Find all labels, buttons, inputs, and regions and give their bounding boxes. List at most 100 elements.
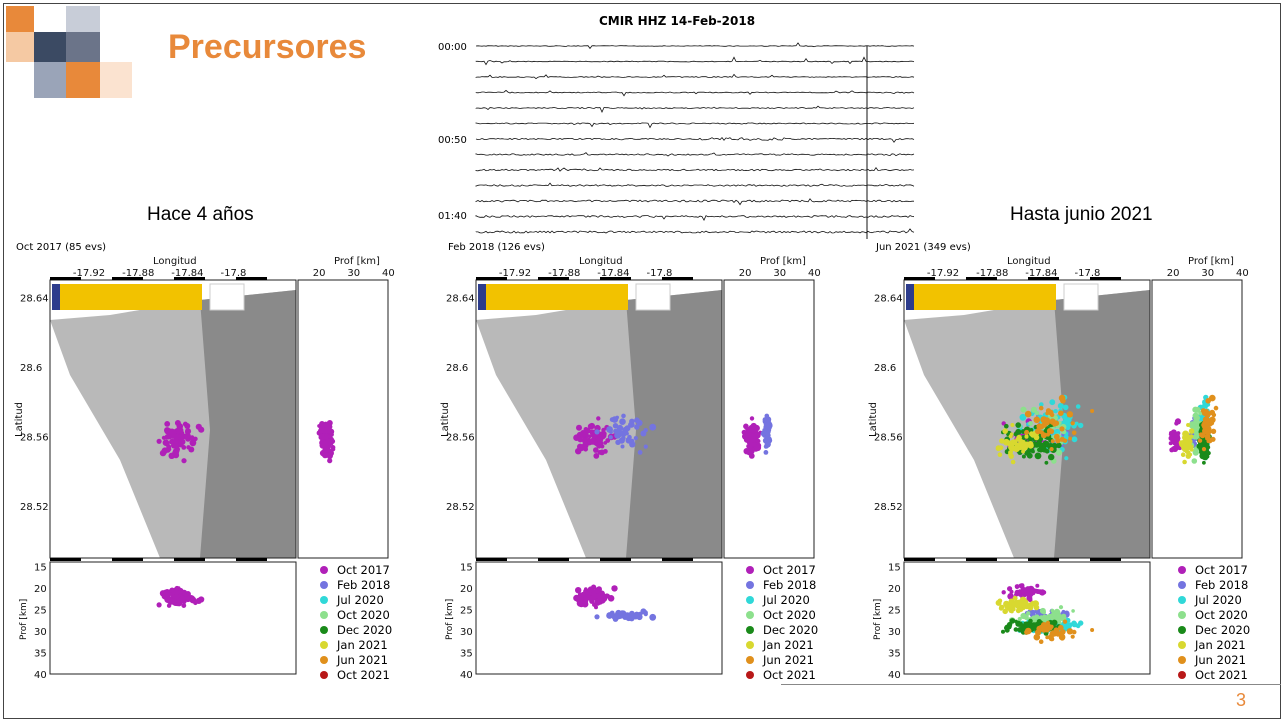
- event-point-depth-side: [318, 434, 325, 441]
- event-point-depth-bottom: [1048, 635, 1055, 642]
- event-point: [179, 438, 186, 446]
- depth-tick-label: 35: [888, 648, 901, 659]
- event-point-depth-bottom: [1014, 619, 1018, 624]
- legend-label: Oct 2020: [763, 607, 816, 622]
- depth-tick-label: 35: [460, 648, 473, 659]
- event-point: [161, 447, 169, 454]
- map-border-tick: [966, 558, 997, 561]
- event-point: [1071, 436, 1078, 443]
- event-point-depth-bottom: [1009, 618, 1016, 624]
- event-point: [608, 435, 613, 440]
- event-point-depth-bottom: [1045, 635, 1050, 640]
- event-point: [1024, 434, 1029, 438]
- map-border-tick: [50, 277, 81, 280]
- event-point-depth-bottom: [1008, 604, 1013, 610]
- legend-item: Oct 2021: [320, 667, 392, 682]
- event-point: [619, 418, 626, 425]
- map-border-tick: [476, 558, 507, 561]
- event-point: [629, 441, 636, 448]
- depth-tick-label: 35: [34, 648, 47, 659]
- event-point-depth-side: [1201, 447, 1207, 452]
- event-point-depth-bottom: [156, 602, 162, 608]
- caption-right: Hasta junio 2021: [1010, 204, 1153, 225]
- event-point: [600, 432, 607, 439]
- event-point-depth-side: [1209, 421, 1215, 426]
- relief-shadow: [1054, 290, 1150, 558]
- y-tick-label: 28.6: [446, 363, 468, 374]
- y-tick-label: 28.52: [446, 502, 475, 513]
- event-point-depth-bottom: [1020, 583, 1025, 588]
- y-axis-label: Latitud: [440, 402, 451, 437]
- seismogram-trace: [475, 122, 915, 129]
- y-tick-label: 28.56: [20, 432, 49, 443]
- event-point: [1031, 449, 1035, 454]
- event-point: [1028, 421, 1033, 426]
- event-point-depth-side: [1213, 405, 1219, 411]
- event-point: [1078, 422, 1084, 429]
- seismogram: CMIR HHZ 14-Feb-2018 00:00 00:50 01:40: [436, 14, 918, 240]
- depth-axis-label: Prof [km]: [334, 256, 380, 267]
- event-point-depth-bottom: [587, 591, 592, 596]
- event-point-depth-side: [1202, 460, 1206, 465]
- depth-tick-label: 20: [34, 584, 47, 595]
- event-point: [599, 449, 605, 456]
- event-point-depth-bottom: [1053, 627, 1060, 633]
- event-point-depth-bottom: [1035, 589, 1041, 594]
- chart-jun-2021: Longitud Prof [km] Latitud Prof [km] -17.92 -…: [868, 256, 1249, 678]
- seismogram-trace: [475, 42, 915, 50]
- event-point-depth-bottom: [1013, 600, 1020, 607]
- seismogram-trace: [475, 167, 915, 172]
- event-point: [609, 430, 613, 434]
- event-point-depth-bottom: [1090, 628, 1095, 632]
- x-tick-label: -17.84: [597, 268, 629, 279]
- flag-icon: [52, 284, 60, 310]
- event-point: [1013, 431, 1019, 437]
- event-point-depth-side: [1195, 424, 1200, 429]
- event-point-depth-bottom: [578, 600, 585, 608]
- legend-panel-2: Oct 2017 Feb 2018 Jul 2020 Oct 2020 Dec …: [746, 562, 818, 682]
- event-point-depth-bottom: [1002, 608, 1008, 615]
- event-point: [1049, 447, 1054, 452]
- logo-square: [66, 6, 100, 32]
- event-point-depth-bottom: [1029, 602, 1035, 608]
- legend-label: Jun 2021: [337, 652, 388, 667]
- event-point-depth-bottom: [190, 595, 195, 601]
- event-point: [593, 447, 599, 453]
- seismogram-trace: [475, 152, 915, 157]
- map-frame: [49, 279, 297, 559]
- legend-marker: [746, 640, 754, 649]
- event-point-depth-side: [1204, 433, 1211, 440]
- event-point: [616, 424, 624, 431]
- depth-tick-label: 15: [888, 562, 901, 573]
- event-point-depth-bottom: [1012, 595, 1018, 601]
- event-point-depth-bottom: [1004, 625, 1009, 631]
- logo-square: [34, 32, 66, 62]
- event-point: [633, 436, 638, 441]
- event-point: [1037, 424, 1042, 429]
- event-point-depth-bottom: [179, 596, 186, 603]
- legend-marker: [320, 625, 328, 634]
- seismogram-trace: [475, 105, 915, 113]
- event-point-depth-bottom: [1026, 611, 1031, 616]
- panel-feb-2018: Feb 2018 (126 evs) Longitud Prof [km] Lati…: [440, 238, 850, 678]
- event-point: [173, 443, 180, 449]
- map-border-tick: [112, 558, 143, 561]
- event-point-depth-bottom: [1062, 619, 1068, 624]
- y-tick-label: 28.52: [874, 502, 903, 513]
- event-point: [1029, 431, 1035, 437]
- event-point: [1020, 406, 1027, 413]
- event-point-depth-bottom: [169, 587, 175, 593]
- event-point-depth-side: [1171, 445, 1179, 452]
- map-border-tick: [1090, 558, 1121, 561]
- depth-tick-label: 40: [382, 268, 395, 279]
- legend-label: Jun 2021: [1195, 652, 1246, 667]
- event-point-depth-side: [1197, 438, 1203, 443]
- event-point-depth-bottom: [1070, 634, 1075, 639]
- x-tick-label: -17.84: [1025, 268, 1057, 279]
- seismogram-trace: [475, 56, 915, 66]
- map-border-tick: [1028, 558, 1059, 561]
- event-point: [1053, 433, 1060, 440]
- legend-marker: [1178, 655, 1186, 664]
- event-point-depth-bottom: [1030, 610, 1035, 615]
- y-axis-label: Latitud: [14, 402, 25, 437]
